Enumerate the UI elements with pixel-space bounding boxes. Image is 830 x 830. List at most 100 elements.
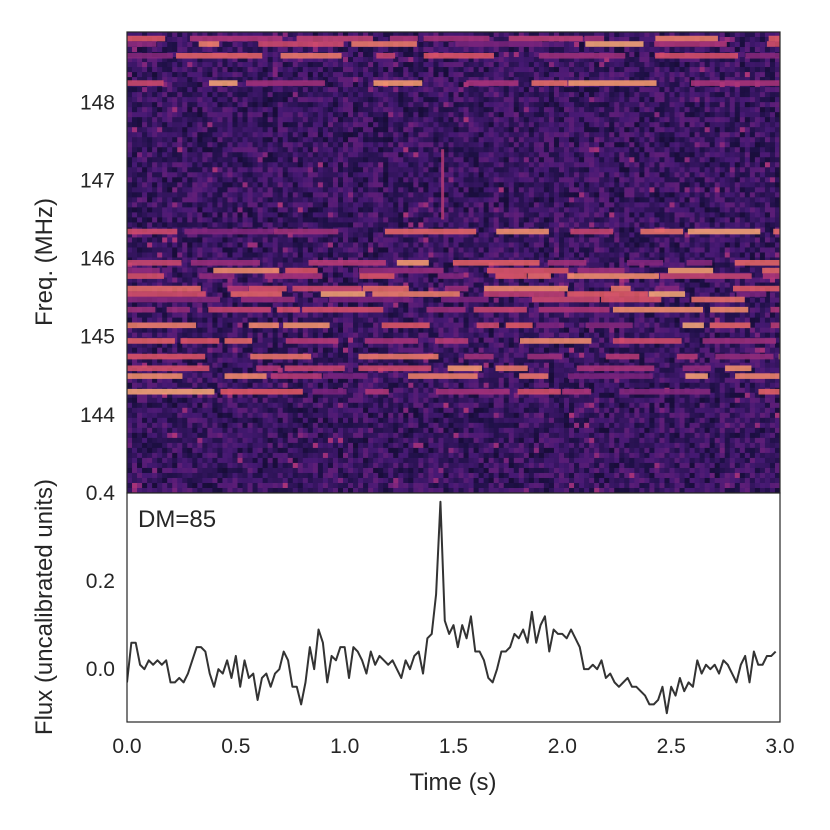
- heatmap-cell: [147, 87, 153, 93]
- heatmap-cell: [137, 172, 143, 178]
- heatmap-cell: [619, 157, 625, 163]
- heatmap-cell: [749, 142, 756, 148]
- heatmap-cell: [217, 207, 223, 213]
- heatmap-cell: [212, 107, 218, 113]
- heatmap-cell: [689, 112, 695, 118]
- heatmap-cell: [267, 67, 274, 73]
- heatmap-cell: [132, 57, 138, 63]
- heatmap-cell: [664, 162, 670, 168]
- heatmap-cell: [257, 192, 264, 198]
- heatmap-cell: [332, 112, 339, 118]
- heatmap-cell: [749, 107, 756, 113]
- heatmap-cell: [584, 57, 590, 63]
- heatmap-cell: [453, 162, 459, 168]
- heatmap-cell: [222, 172, 228, 178]
- heatmap-cell: [458, 137, 464, 143]
- heatmap-cell: [277, 172, 284, 178]
- heatmap-cell: [744, 152, 751, 158]
- heatmap-cell: [368, 67, 374, 73]
- heatmap-cell: [287, 162, 294, 168]
- heatmap-cell: [423, 167, 429, 173]
- heatmap-cell: [699, 137, 706, 143]
- heatmap-cell: [157, 62, 163, 68]
- heatmap-cell: [252, 167, 258, 173]
- heatmap-cell: [348, 202, 354, 208]
- heatmap-cell: [247, 72, 253, 78]
- heatmap-cell: [232, 212, 238, 218]
- heatmap-cell: [609, 67, 615, 73]
- heatmap-cell: [468, 147, 474, 153]
- heatmap-cell: [147, 197, 153, 203]
- heatmap-cell: [574, 102, 580, 108]
- heatmap-cell: [528, 67, 535, 73]
- heatmap-cell: [488, 177, 495, 183]
- heatmap-cell: [413, 32, 419, 38]
- heatmap-cell: [679, 87, 685, 93]
- heatmap-cell: [202, 202, 208, 208]
- heatmap-cell: [353, 147, 359, 153]
- heatmap-cell: [342, 67, 349, 73]
- heatmap-cell: [428, 162, 434, 168]
- heatmap-cell: [709, 167, 716, 173]
- heatmap-cell: [317, 202, 324, 208]
- heatmap-cell: [584, 62, 590, 68]
- heatmap-cell: [413, 162, 419, 168]
- heatmap-cell: [418, 207, 424, 213]
- heatmap-cell: [679, 172, 685, 178]
- heatmap-cell: [614, 112, 620, 118]
- heatmap-cell: [659, 177, 665, 183]
- heatmap-cell: [689, 67, 695, 73]
- heatmap-cell: [292, 217, 299, 223]
- heatmap-cell: [177, 77, 183, 83]
- heatmap-cell: [543, 172, 550, 178]
- heatmap-cell: [448, 152, 454, 158]
- heatmap-cell: [398, 72, 404, 78]
- heatmap-cell: [684, 122, 690, 128]
- heatmap-cell: [533, 157, 540, 163]
- heatmap-cell: [132, 202, 138, 208]
- heatmap-cell: [684, 182, 690, 188]
- heatmap-cell: [312, 152, 319, 158]
- heatmap-cell: [157, 57, 163, 63]
- heatmap-cell: [744, 77, 751, 83]
- heatmap-cell: [508, 117, 515, 123]
- heatmap-cell: [569, 197, 575, 203]
- heatmap-cell: [413, 132, 419, 138]
- heatmap-cell: [473, 162, 480, 168]
- heatmap-cell: [589, 162, 595, 168]
- heatmap-cell: [513, 127, 520, 133]
- heatmap-cell: [478, 157, 485, 163]
- heatmap-cell: [277, 152, 284, 158]
- heatmap-cell: [553, 152, 560, 158]
- heatmap-cell: [614, 207, 620, 213]
- heatmap-cell: [589, 132, 595, 138]
- heatmap-cell: [438, 122, 444, 128]
- heatmap-cell: [569, 152, 575, 158]
- heatmap-cell: [282, 102, 289, 108]
- heatmap-cell: [363, 147, 369, 153]
- heatmap-cell: [719, 37, 726, 43]
- heatmap-cell: [197, 137, 203, 143]
- heatmap-cell: [669, 92, 675, 98]
- heatmap-cell: [237, 167, 243, 173]
- heatmap-cell: [373, 87, 379, 93]
- heatmap-cell: [378, 192, 384, 198]
- heatmap-cell: [232, 142, 238, 148]
- heatmap-cell: [212, 97, 218, 103]
- heatmap-cell: [589, 147, 595, 153]
- heatmap-cell: [764, 202, 771, 208]
- heatmap-cell: [177, 212, 183, 218]
- heatmap-cell: [162, 77, 168, 83]
- heatmap-cell: [508, 32, 515, 38]
- heatmap-cell: [579, 97, 585, 103]
- heatmap-cell: [242, 57, 248, 63]
- heatmap-cell: [137, 197, 143, 203]
- heatmap-cell: [739, 77, 746, 83]
- heatmap-cell: [734, 102, 741, 108]
- heatmap-cell: [348, 47, 354, 53]
- heatmap-cell: [192, 42, 198, 48]
- heatmap-cell: [312, 162, 319, 168]
- heatmap-cell: [192, 87, 198, 93]
- heatmap-cell: [292, 122, 299, 128]
- heatmap-cell: [207, 112, 213, 118]
